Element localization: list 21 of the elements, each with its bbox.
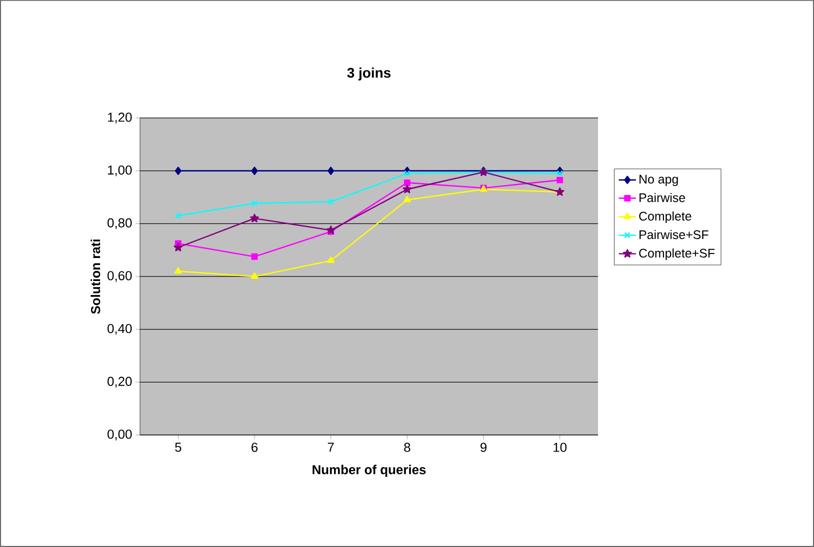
x-axis-title: Number of queries <box>312 464 426 477</box>
legend-label: Complete <box>639 211 692 224</box>
y-axis-title: Solution rati <box>90 240 100 314</box>
legend-label: Pairwise+SF <box>640 230 708 240</box>
legend-label: Complete+SF <box>639 248 715 260</box>
x-tick-label: 5 <box>175 442 182 452</box>
x-tick-label: 9 <box>480 442 486 452</box>
y-tick-label: 0,60 <box>108 271 132 282</box>
chart-title: 3 joins <box>347 67 391 80</box>
y-tick-label: 0,80 <box>108 218 132 229</box>
y-tick-label: 0,20 <box>108 376 132 388</box>
y-tick-label: 1,20 <box>108 112 132 124</box>
legend-label: Pairwise <box>640 192 686 202</box>
x-tick-label: 6 <box>252 442 258 452</box>
x-tick-label: 7 <box>328 442 334 452</box>
x-tick-label: 8 <box>404 442 410 452</box>
y-tick-label: 0,00 <box>108 430 132 440</box>
x-tick-label: 10 <box>554 442 567 452</box>
legend-label: No apg <box>640 174 678 186</box>
y-tick-label: 1,00 <box>108 165 132 176</box>
y-tick-label: 0,40 <box>108 324 132 335</box>
